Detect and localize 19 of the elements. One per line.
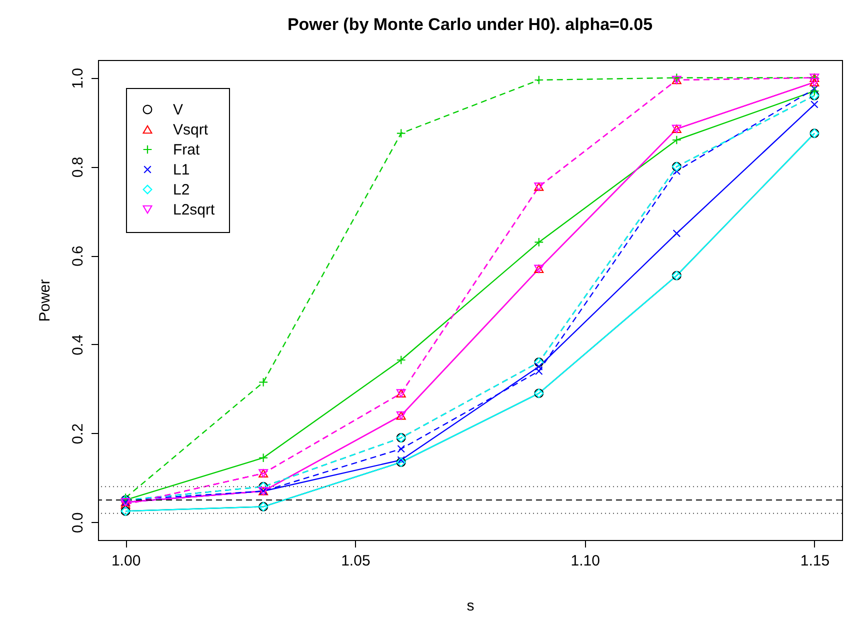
y-tick-label: 0.2 — [70, 423, 86, 444]
x-tick-label: 1.00 — [111, 552, 141, 570]
legend-label: L2 — [173, 182, 190, 198]
y-tick-label: 0.4 — [70, 334, 86, 356]
y-tick-label: 1.0 — [70, 68, 86, 89]
legend-label: Vsqrt — [173, 122, 209, 138]
legend-label: Frat — [173, 142, 200, 158]
x-tick-label: 1.05 — [341, 552, 370, 570]
legend-label: L1 — [173, 162, 190, 178]
x-axis-title: s — [466, 598, 474, 614]
chart-title: Power (by Monte Carlo under H0). alpha=0.05 — [287, 15, 653, 34]
x-tick-label: 1.15 — [800, 552, 830, 570]
y-tick-label: 0.8 — [70, 156, 86, 178]
y-tick-label: 0.0 — [70, 512, 86, 534]
y-axis-title: Power — [36, 279, 54, 322]
y-tick-label: 0.6 — [70, 246, 86, 266]
legend-label: V — [173, 102, 184, 118]
legend-label: L2sqrt — [173, 202, 216, 218]
x-tick-label: 1.10 — [570, 552, 600, 570]
